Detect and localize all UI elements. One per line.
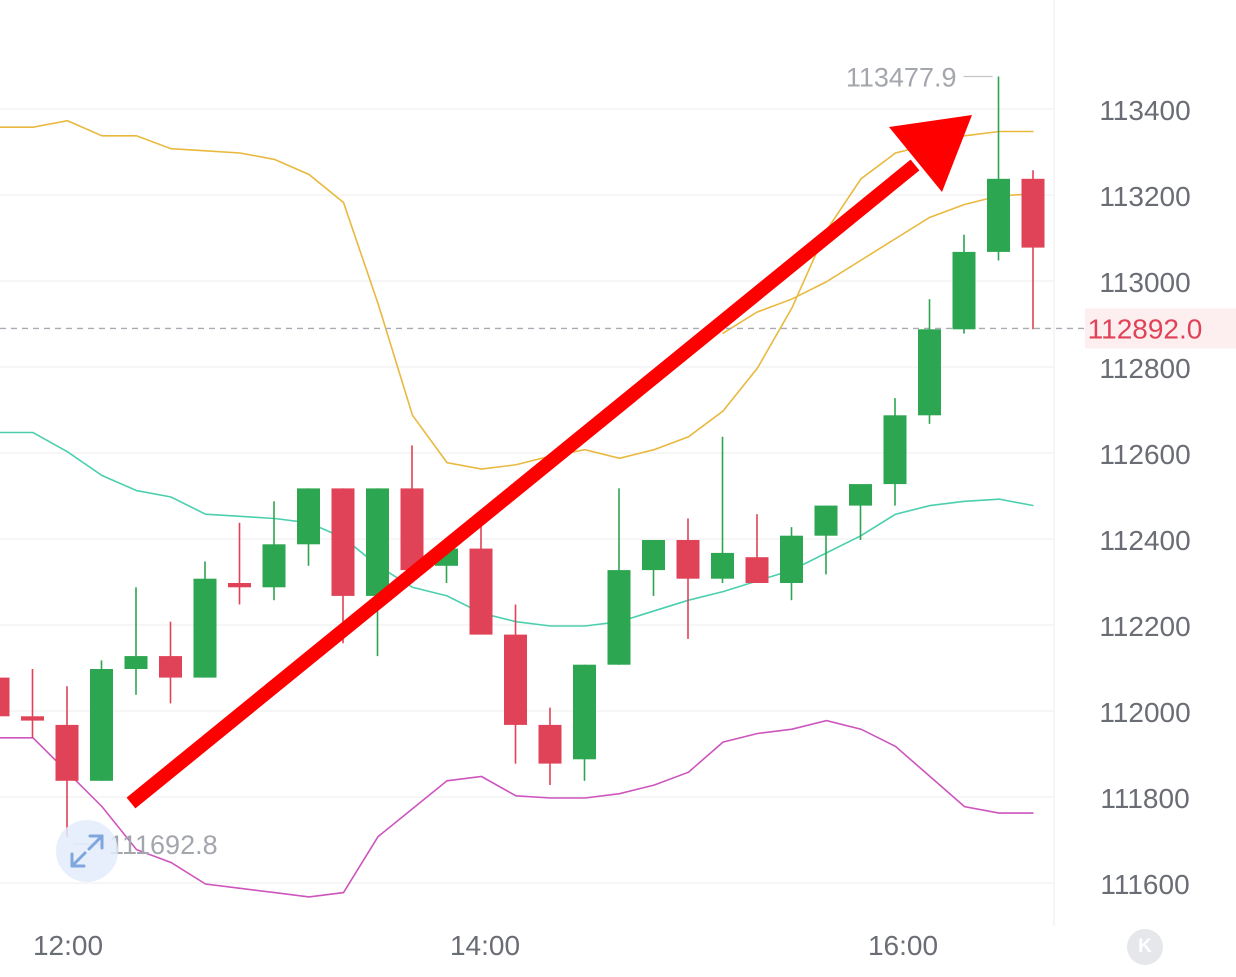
candle-body-up <box>124 656 148 669</box>
candle-body-down <box>504 634 527 725</box>
sma-line <box>722 193 1034 335</box>
middle-band-line <box>0 431 1034 627</box>
y-tick-label: 113400 <box>1099 95 1190 126</box>
y-tick-label: 112000 <box>1099 697 1190 728</box>
candle-body-up <box>193 578 217 678</box>
candle-body-up <box>814 505 838 536</box>
candle-body-up <box>607 570 631 665</box>
y-tick-label: 112800 <box>1099 353 1190 384</box>
candle-body-down <box>676 540 700 579</box>
candle-body-down <box>21 716 44 721</box>
y-tick-label: 113000 <box>1099 267 1190 298</box>
low-price-label: 111692.8 <box>109 830 218 860</box>
candle-body-down <box>331 488 355 596</box>
candle-body-up <box>90 669 113 781</box>
collapse-arrows-icon <box>70 834 104 868</box>
x-tick-label: 12:00 <box>33 930 103 961</box>
x-tick-label: 14:00 <box>450 930 520 961</box>
current-price-label: 112892.0 <box>1088 313 1203 344</box>
candle-body-down <box>55 724 79 781</box>
lower-band-line <box>0 719 1034 898</box>
candle-body-up <box>987 178 1010 252</box>
candle-body-up <box>780 535 803 583</box>
candle-body-down <box>159 656 182 678</box>
candle-body-up <box>297 488 320 545</box>
y-tick-label: 111800 <box>1100 783 1189 814</box>
candle-body-down <box>400 488 424 571</box>
candle-body-up <box>883 415 907 485</box>
candle-body-up <box>711 552 734 579</box>
y-tick-label: 111600 <box>1100 869 1189 900</box>
candle-body-up <box>849 484 872 506</box>
kline-button-label: K <box>1138 936 1152 957</box>
candle-body-down <box>228 583 251 588</box>
upper-band-line <box>0 119 1034 470</box>
candle-body-down <box>745 557 769 583</box>
candle-body-up <box>642 540 665 571</box>
y-tick-label: 113200 <box>1099 181 1190 212</box>
high-price-label: 113477.9 <box>846 63 957 93</box>
candle-body-down <box>0 677 10 717</box>
candle-body-down <box>1021 178 1045 248</box>
x-tick-label: 16:00 <box>868 930 938 961</box>
trend-arrow-head <box>889 115 972 192</box>
current-price-box <box>1085 308 1236 349</box>
resize-button[interactable] <box>56 820 118 882</box>
candle-body-up <box>952 251 976 330</box>
y-tick-label: 112600 <box>1099 439 1190 470</box>
candle-body-down <box>538 724 562 764</box>
y-tick-label: 112200 <box>1099 611 1190 642</box>
trend-arrow-shaft <box>126 159 920 809</box>
candle-body-up <box>262 544 286 588</box>
y-tick-label: 112400 <box>1099 525 1190 556</box>
kline-button[interactable]: K <box>1127 929 1163 965</box>
candle-body-up <box>573 664 596 760</box>
candle-body-down <box>469 548 493 635</box>
candle-body-up <box>918 329 941 416</box>
candle-body-up <box>366 488 389 596</box>
